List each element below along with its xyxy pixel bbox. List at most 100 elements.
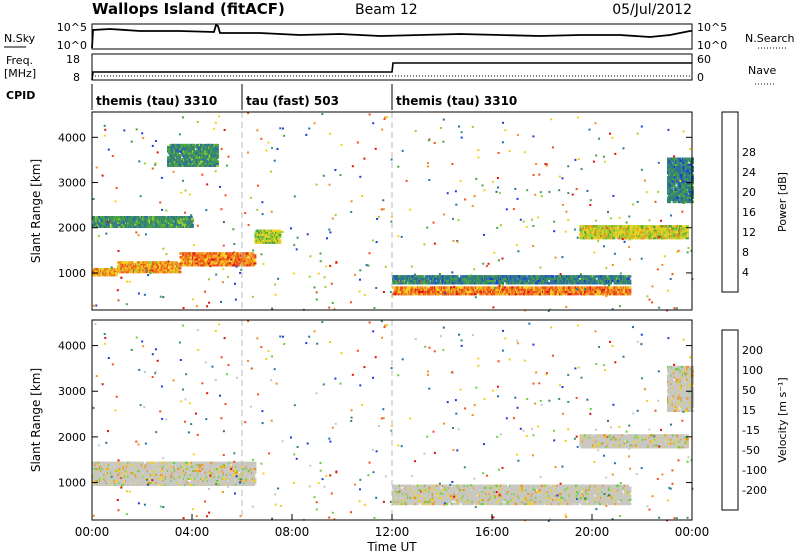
echo-cell bbox=[205, 156, 209, 159]
echo-cell bbox=[528, 275, 532, 278]
echo-cell bbox=[184, 211, 186, 214]
echo-cell bbox=[92, 304, 95, 307]
echo-cell bbox=[130, 219, 134, 223]
echo-cell bbox=[673, 192, 677, 195]
echo-cell bbox=[192, 143, 195, 147]
echo-cell bbox=[607, 236, 611, 240]
echo-cell bbox=[511, 277, 515, 280]
echo-cell bbox=[476, 286, 480, 289]
echo-cell bbox=[101, 467, 105, 471]
echo-cell bbox=[672, 163, 676, 167]
echo-cell bbox=[278, 231, 282, 235]
echo-cell bbox=[485, 265, 488, 268]
echo-cell bbox=[409, 208, 412, 211]
echo-cell bbox=[427, 279, 431, 283]
echo-cell bbox=[628, 246, 631, 249]
echo-cell bbox=[627, 277, 631, 280]
echo-cell bbox=[143, 162, 146, 165]
echo-cell bbox=[487, 290, 491, 294]
echo-cell bbox=[669, 278, 672, 280]
echo-cell bbox=[117, 250, 120, 252]
echo-cell bbox=[121, 270, 125, 274]
colorbar-tick-label: 12 bbox=[742, 226, 756, 239]
echo-cell bbox=[673, 155, 676, 158]
echo-cell bbox=[593, 286, 597, 289]
echo-cell bbox=[178, 156, 182, 159]
echo-cell bbox=[178, 225, 182, 228]
echo-cell bbox=[661, 263, 664, 266]
echo-cell bbox=[397, 275, 401, 278]
echo-cell bbox=[685, 234, 689, 238]
echo-cell bbox=[203, 252, 207, 255]
echo-cell bbox=[123, 129, 126, 132]
echo-cell bbox=[107, 473, 111, 477]
echo-cell bbox=[185, 164, 188, 167]
echo-cell bbox=[135, 268, 139, 272]
echo-cell bbox=[664, 255, 666, 258]
echo-cell bbox=[185, 258, 189, 261]
echo-cell bbox=[190, 263, 194, 267]
echo-cell bbox=[204, 152, 207, 155]
echo-cell bbox=[432, 221, 435, 224]
echo-cell bbox=[213, 127, 216, 130]
echo-cell bbox=[92, 225, 95, 228]
echo-cell bbox=[667, 289, 670, 292]
power-ylabel: Slant Range [km] bbox=[29, 159, 43, 263]
echo-cell bbox=[605, 295, 608, 298]
echo-cell bbox=[339, 174, 342, 176]
echo-cell bbox=[680, 192, 684, 195]
echo-cell bbox=[188, 158, 192, 161]
echo-cell bbox=[256, 237, 260, 240]
echo-cell bbox=[237, 260, 241, 263]
echo-cell bbox=[610, 227, 614, 230]
echo-cell bbox=[653, 234, 657, 238]
echo-cell bbox=[682, 130, 685, 133]
echo-cell bbox=[120, 276, 123, 279]
echo-cell bbox=[224, 194, 227, 197]
velocity-echo-field bbox=[92, 320, 694, 522]
echo-cell bbox=[597, 227, 601, 230]
echo-cell bbox=[204, 256, 208, 259]
echo-cell bbox=[481, 184, 484, 187]
echo-cell bbox=[97, 271, 101, 275]
echo-cell bbox=[226, 258, 230, 261]
echo-cell bbox=[673, 173, 677, 177]
echo-cell bbox=[295, 248, 298, 251]
echo-cell bbox=[584, 231, 587, 234]
echo-cell bbox=[206, 183, 209, 186]
echo-cell bbox=[163, 268, 167, 272]
echo-cell bbox=[401, 279, 405, 283]
echo-cell bbox=[413, 279, 417, 283]
echo-cell bbox=[580, 236, 584, 240]
echo-cell bbox=[118, 217, 122, 221]
echo-cell bbox=[492, 292, 495, 296]
echo-cell bbox=[561, 279, 565, 283]
echo-cell bbox=[516, 197, 519, 200]
echo-cell bbox=[677, 159, 681, 162]
echo-cell bbox=[470, 286, 474, 289]
echo-cell bbox=[594, 122, 597, 125]
echo-cell bbox=[223, 256, 227, 259]
echo-cell bbox=[130, 473, 134, 477]
echo-cell bbox=[448, 290, 452, 294]
echo-cell bbox=[430, 282, 434, 285]
echo-cell bbox=[669, 167, 673, 171]
echo-cell bbox=[586, 234, 590, 238]
echo-cell bbox=[386, 116, 389, 119]
echo-cell bbox=[576, 292, 580, 296]
echo-cell bbox=[567, 165, 570, 168]
echo-cell bbox=[651, 285, 654, 288]
echo-cell bbox=[680, 167, 684, 171]
echo-cell bbox=[452, 217, 454, 220]
echo-cell bbox=[195, 262, 199, 265]
echo-cell bbox=[181, 254, 185, 257]
echo-cell bbox=[113, 477, 117, 480]
echo-cell bbox=[673, 196, 677, 199]
echo-cell bbox=[547, 286, 551, 289]
echo-cell bbox=[106, 223, 110, 227]
echo-cell bbox=[475, 177, 478, 180]
echo-cell bbox=[159, 295, 162, 298]
echo-cell bbox=[95, 475, 99, 479]
echo-cell bbox=[109, 469, 112, 473]
echo-cell bbox=[202, 158, 206, 161]
